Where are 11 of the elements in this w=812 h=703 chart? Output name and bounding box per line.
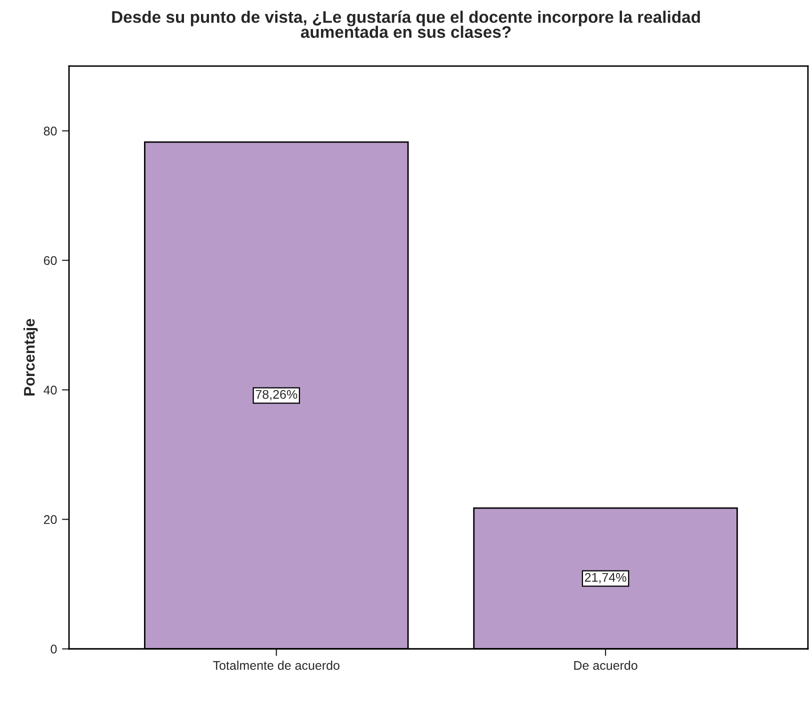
data-label: 78,26%	[256, 390, 298, 400]
y-tick-label: 0	[50, 644, 57, 654]
x-tick-label: Totalmente de acuerdo	[213, 660, 340, 670]
y-tick-label: 60	[44, 256, 57, 265]
y-tick-label: 80	[44, 126, 57, 136]
y-axis-title: Porcentaje	[24, 318, 38, 396]
data-label: 21,74%	[584, 572, 626, 584]
y-tick-label: 40	[44, 386, 57, 395]
chart-title: Desde su punto de vista, ¿Le gustaría que el docente incorpore la realidad aumentada en sus clases?	[112, 10, 700, 38]
y-tick-label: 20	[44, 515, 57, 524]
x-tick-label: De acuerdo	[574, 660, 638, 670]
